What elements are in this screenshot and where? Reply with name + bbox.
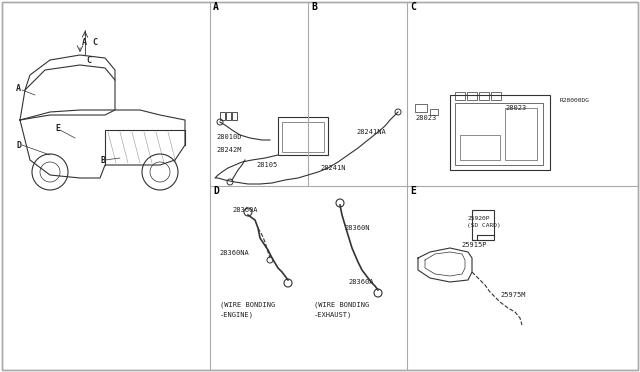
Text: 28023: 28023 — [415, 115, 436, 121]
Bar — [455, 92, 465, 100]
Text: C: C — [86, 55, 91, 64]
Text: 28023: 28023 — [505, 105, 526, 111]
Text: 28241N: 28241N — [320, 165, 346, 171]
Bar — [282, 122, 324, 152]
Text: D: D — [213, 186, 219, 196]
Bar — [220, 112, 225, 120]
Text: D: D — [16, 141, 21, 150]
Text: 25975M: 25975M — [500, 292, 525, 298]
Text: 28360A: 28360A — [232, 207, 257, 213]
Text: 28360NA: 28360NA — [219, 250, 249, 256]
Text: 28242M: 28242M — [216, 147, 241, 153]
Bar — [467, 92, 477, 100]
Bar — [505, 108, 537, 160]
Text: -ENGINE): -ENGINE) — [220, 312, 254, 318]
Text: (WIRE BONDING: (WIRE BONDING — [314, 302, 369, 308]
Bar — [455, 103, 543, 165]
Text: (WIRE BONDING: (WIRE BONDING — [220, 302, 275, 308]
Bar — [450, 95, 550, 170]
Bar — [472, 210, 494, 240]
Text: C: C — [410, 2, 416, 12]
Bar — [479, 92, 489, 100]
Text: E: E — [55, 124, 60, 132]
Text: R28000DG: R28000DG — [560, 97, 590, 103]
Bar — [226, 112, 231, 120]
Text: 28010D: 28010D — [216, 134, 241, 140]
Bar — [460, 135, 500, 160]
Bar — [415, 104, 427, 112]
Text: 28360A: 28360A — [348, 279, 374, 285]
Text: A: A — [213, 2, 219, 12]
Text: A: A — [82, 38, 87, 46]
Text: E: E — [410, 186, 416, 196]
Bar — [491, 92, 501, 100]
Text: 28105: 28105 — [256, 162, 277, 168]
Text: (SD CARD): (SD CARD) — [467, 222, 500, 228]
Text: B: B — [311, 2, 317, 12]
Text: 28241NA: 28241NA — [356, 129, 386, 135]
Bar — [232, 112, 237, 120]
Bar — [278, 117, 328, 155]
Text: A: A — [16, 83, 21, 93]
Text: C: C — [92, 38, 97, 46]
Text: 25920P: 25920P — [467, 215, 490, 221]
Text: -EXHAUST): -EXHAUST) — [314, 312, 352, 318]
Text: 28360N: 28360N — [344, 225, 369, 231]
Bar — [430, 109, 438, 115]
Text: B: B — [100, 155, 105, 164]
Text: 25915P: 25915P — [461, 242, 486, 248]
